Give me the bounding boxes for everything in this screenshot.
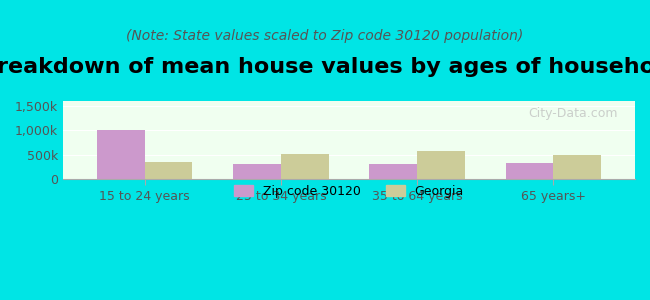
Bar: [145, 162, 192, 179]
Bar: [506, 163, 553, 179]
Legend: Zip code 30120, Georgia: Zip code 30120, Georgia: [229, 180, 469, 203]
Bar: [553, 155, 601, 179]
Bar: [97, 130, 145, 179]
Bar: [369, 164, 417, 179]
Text: City-Data.com: City-Data.com: [528, 107, 618, 120]
Bar: [281, 154, 328, 179]
Text: (Note: State values scaled to Zip code 30120 population): (Note: State values scaled to Zip code 3…: [126, 29, 524, 43]
Bar: [233, 164, 281, 179]
Bar: [417, 151, 465, 179]
Title: Breakdown of mean house values by ages of householders: Breakdown of mean house values by ages o…: [0, 57, 650, 77]
